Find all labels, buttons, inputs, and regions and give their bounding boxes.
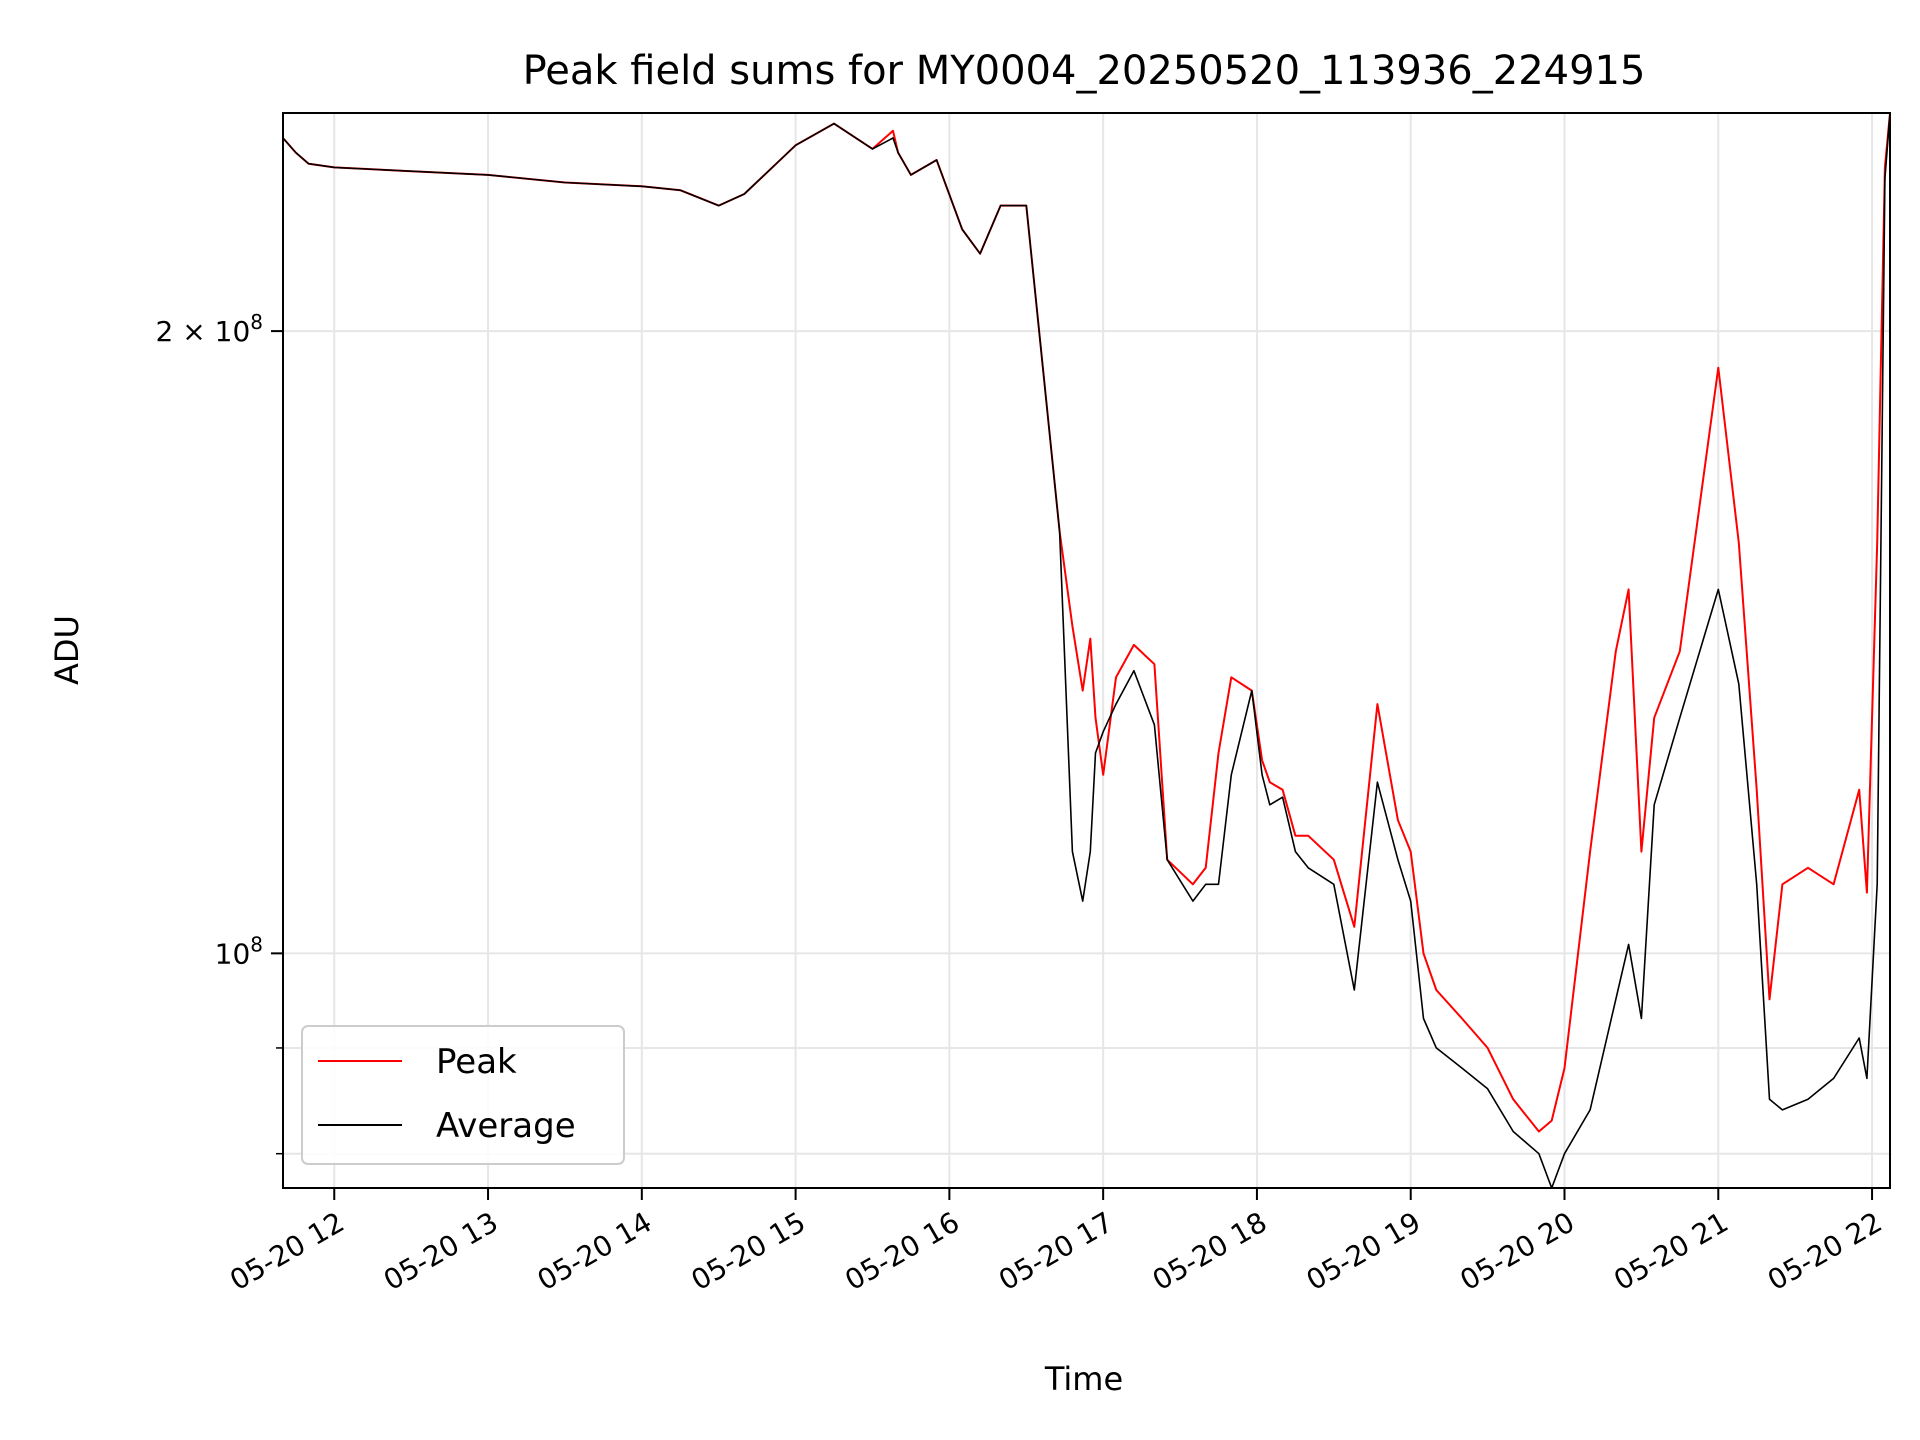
y-tick-label: 2 × 108	[156, 310, 263, 348]
series-line-average	[283, 113, 1890, 1188]
legend: Peak Average	[301, 1025, 625, 1165]
plot-series	[283, 113, 1890, 1188]
x-axis-label: Time	[1044, 1360, 1123, 1398]
y-axis-label: ADU	[48, 615, 86, 685]
y-tick-label: 108	[215, 932, 263, 970]
chart-title: Peak field sums for MY0004_20250520_1139…	[523, 48, 1646, 94]
legend-average-label: Average	[436, 1106, 576, 1146]
y-axis-ticks: 108 2 × 108	[156, 310, 283, 1155]
legend-peak-label: Peak	[436, 1042, 517, 1082]
plot-frame	[282, 112, 1891, 1189]
grid	[283, 113, 1890, 1188]
